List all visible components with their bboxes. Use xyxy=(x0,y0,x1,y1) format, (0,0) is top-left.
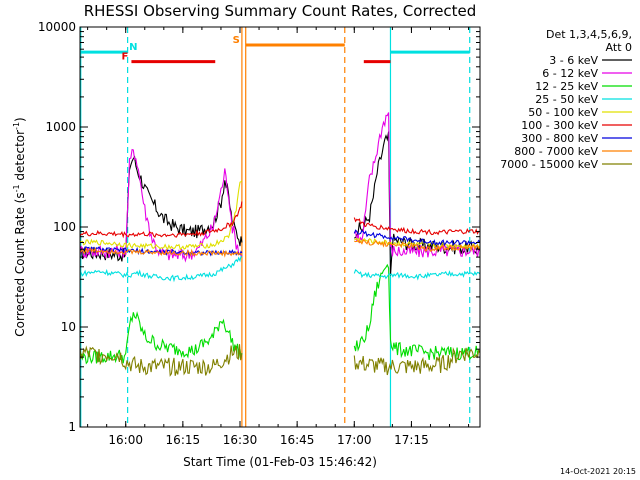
y-axis-label-mid: detector xyxy=(13,130,27,185)
y-axis-label-sup2: -1 xyxy=(12,122,21,130)
series-line xyxy=(353,269,481,281)
x-axis: 16:00 16:15 16:30 16:45 17:00 17:15 xyxy=(87,27,470,447)
y-axis-label-main: Corrected Count Rate (s xyxy=(13,192,27,336)
series-line xyxy=(354,238,481,252)
series-line xyxy=(79,344,243,377)
y-tick-label: 10 xyxy=(61,320,76,334)
x-tick-label: 17:15 xyxy=(394,433,429,447)
legend-entry: 12 - 25 keV xyxy=(535,80,598,93)
x-tick-label: 16:15 xyxy=(166,433,201,447)
series-line xyxy=(79,180,243,251)
x-tick-label: 17:00 xyxy=(337,433,372,447)
legend-entry: 6 - 12 keV xyxy=(542,67,598,80)
x-tick-label: 16:00 xyxy=(108,433,143,447)
y-tick-label: 1 xyxy=(68,420,76,434)
legend-entry: 7000 - 15000 keV xyxy=(500,158,598,171)
series-line xyxy=(353,263,481,361)
series-line xyxy=(353,229,481,247)
flag-label-F: F xyxy=(122,52,129,63)
series-line xyxy=(79,255,243,283)
x-tick-label: 16:45 xyxy=(280,433,315,447)
series-line xyxy=(354,237,481,250)
y-tick-label: 1000 xyxy=(45,120,76,134)
y-axis-label: Corrected Count Rate (s-1 detector-1) xyxy=(12,117,27,336)
x-axis-label: Start Time (01-Feb-03 15:46:42) xyxy=(183,455,377,469)
legend-header-1: Det 1,3,4,5,6,9, xyxy=(546,28,632,41)
series-line xyxy=(353,112,481,258)
series-line xyxy=(79,247,243,258)
series-line xyxy=(79,201,243,239)
legend-entry: 100 - 300 keV xyxy=(521,119,598,132)
legend-entry: 50 - 100 keV xyxy=(528,106,598,119)
legend-entry: 300 - 800 keV xyxy=(521,132,598,145)
flag-label-N: N xyxy=(129,42,137,53)
y-tick-label: 100 xyxy=(53,220,76,234)
legend-entry: 3 - 6 keV xyxy=(549,54,598,67)
series-lines xyxy=(79,112,481,377)
series-line xyxy=(353,347,481,376)
chart-title: RHESSI Observing Summary Count Rates, Co… xyxy=(84,2,477,20)
x-tick-label: 16:30 xyxy=(223,433,258,447)
y-axis-label-end: ) xyxy=(13,117,27,122)
y-axis: 1 10 100 1000 10000 xyxy=(38,20,480,434)
flag-bars: NF S xyxy=(80,35,470,64)
attenuator-markers xyxy=(80,27,471,427)
series-line xyxy=(354,131,481,276)
flag-label-S: S xyxy=(233,35,240,46)
series-line xyxy=(353,217,481,236)
timestamp: 14-Oct-2021 20:15 xyxy=(560,467,636,476)
y-axis-label-sup: -1 xyxy=(12,184,21,192)
y-tick-label: 10000 xyxy=(38,20,76,34)
legend-header-2: Att 0 xyxy=(606,41,632,54)
legend-entry: 800 - 7000 keV xyxy=(514,145,598,158)
legend-entry: 25 - 50 keV xyxy=(535,93,598,106)
